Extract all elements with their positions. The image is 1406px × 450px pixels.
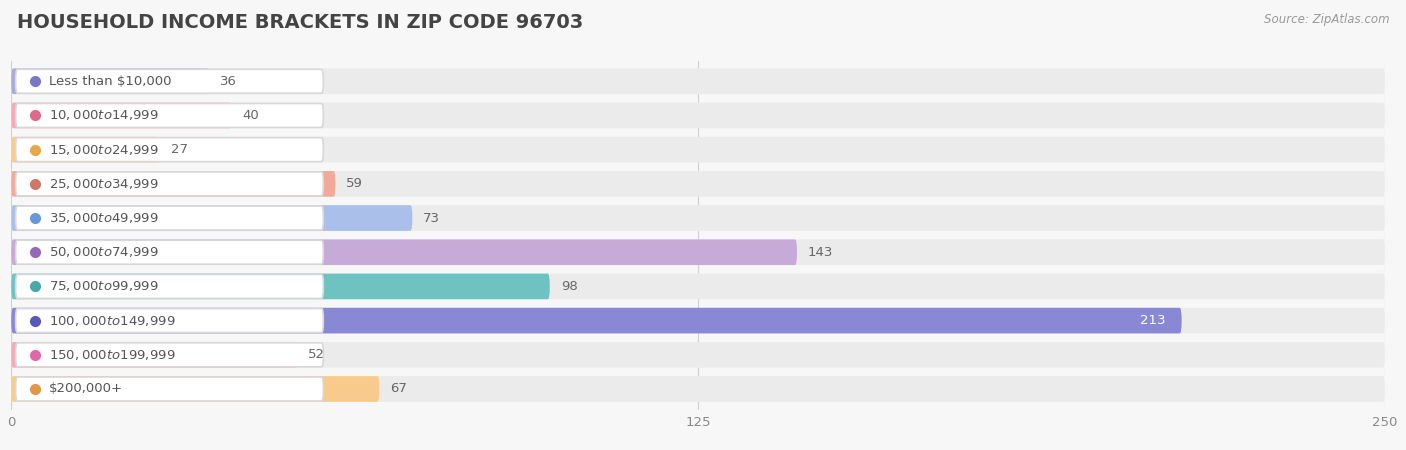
FancyBboxPatch shape: [11, 103, 1385, 128]
FancyBboxPatch shape: [11, 171, 1385, 197]
Text: $100,000 to $149,999: $100,000 to $149,999: [49, 314, 176, 328]
FancyBboxPatch shape: [15, 206, 323, 230]
FancyBboxPatch shape: [11, 205, 412, 231]
FancyBboxPatch shape: [11, 137, 160, 162]
Text: Source: ZipAtlas.com: Source: ZipAtlas.com: [1264, 14, 1389, 27]
FancyBboxPatch shape: [15, 274, 323, 298]
Text: 40: 40: [242, 109, 259, 122]
FancyBboxPatch shape: [15, 377, 323, 401]
Text: $10,000 to $14,999: $10,000 to $14,999: [49, 108, 159, 122]
Text: 73: 73: [423, 212, 440, 225]
FancyBboxPatch shape: [15, 104, 323, 127]
FancyBboxPatch shape: [11, 308, 1385, 333]
FancyBboxPatch shape: [11, 308, 1181, 333]
FancyBboxPatch shape: [11, 171, 336, 197]
Text: 98: 98: [561, 280, 578, 293]
FancyBboxPatch shape: [11, 342, 1385, 368]
Text: 143: 143: [808, 246, 834, 259]
FancyBboxPatch shape: [11, 239, 797, 265]
Text: 213: 213: [1140, 314, 1166, 327]
FancyBboxPatch shape: [11, 205, 1385, 231]
FancyBboxPatch shape: [11, 274, 550, 299]
Text: $150,000 to $199,999: $150,000 to $199,999: [49, 348, 176, 362]
FancyBboxPatch shape: [11, 342, 297, 368]
Text: 36: 36: [221, 75, 238, 88]
Text: 52: 52: [308, 348, 325, 361]
FancyBboxPatch shape: [15, 240, 323, 264]
Text: HOUSEHOLD INCOME BRACKETS IN ZIP CODE 96703: HOUSEHOLD INCOME BRACKETS IN ZIP CODE 96…: [17, 14, 583, 32]
FancyBboxPatch shape: [15, 343, 323, 367]
FancyBboxPatch shape: [15, 69, 323, 93]
Text: Less than $10,000: Less than $10,000: [49, 75, 172, 88]
FancyBboxPatch shape: [11, 68, 1385, 94]
FancyBboxPatch shape: [11, 137, 1385, 162]
Text: $15,000 to $24,999: $15,000 to $24,999: [49, 143, 159, 157]
Text: $35,000 to $49,999: $35,000 to $49,999: [49, 211, 159, 225]
FancyBboxPatch shape: [15, 172, 323, 196]
FancyBboxPatch shape: [11, 68, 209, 94]
FancyBboxPatch shape: [11, 274, 1385, 299]
Text: $200,000+: $200,000+: [49, 382, 122, 396]
Text: 67: 67: [391, 382, 408, 396]
Text: 27: 27: [170, 143, 187, 156]
FancyBboxPatch shape: [11, 239, 1385, 265]
FancyBboxPatch shape: [15, 309, 323, 333]
Text: $50,000 to $74,999: $50,000 to $74,999: [49, 245, 159, 259]
Text: $25,000 to $34,999: $25,000 to $34,999: [49, 177, 159, 191]
Text: $75,000 to $99,999: $75,000 to $99,999: [49, 279, 159, 293]
FancyBboxPatch shape: [11, 376, 380, 402]
FancyBboxPatch shape: [11, 103, 231, 128]
FancyBboxPatch shape: [15, 138, 323, 162]
Text: 59: 59: [346, 177, 363, 190]
FancyBboxPatch shape: [11, 376, 1385, 402]
